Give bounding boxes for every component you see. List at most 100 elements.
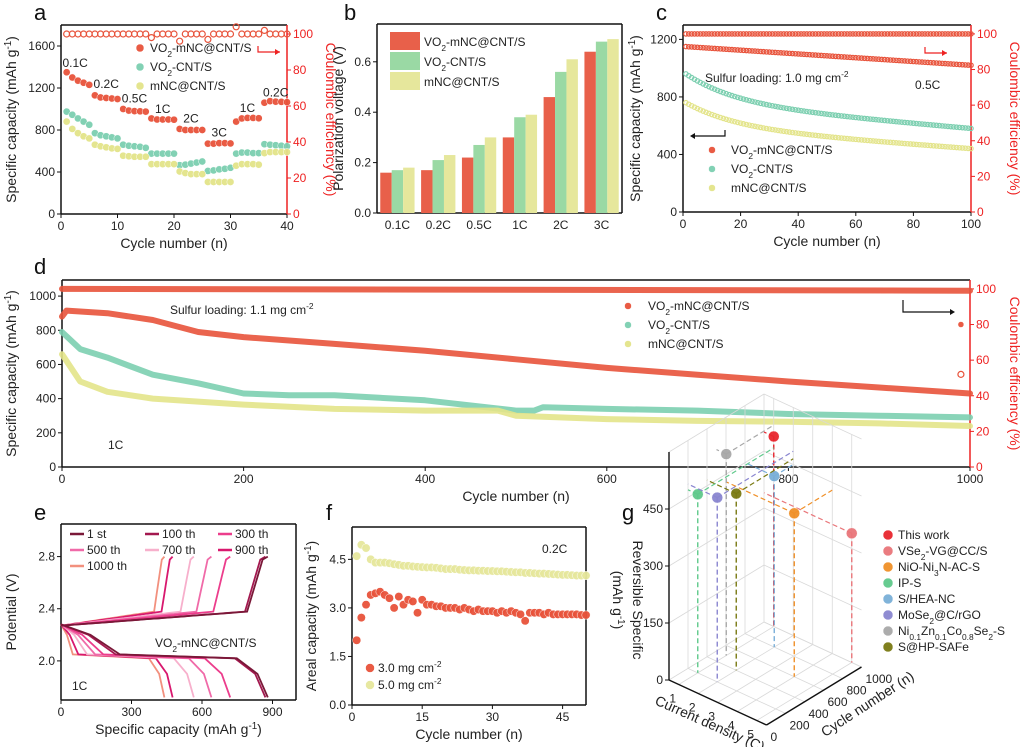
data-point <box>841 31 848 37</box>
data-point <box>204 35 212 44</box>
bar <box>391 170 404 213</box>
data-point <box>913 120 920 127</box>
data-point <box>864 115 871 122</box>
data-point <box>394 592 404 602</box>
data-point <box>384 593 394 603</box>
bar <box>502 137 515 213</box>
data-point <box>899 140 905 147</box>
data-point <box>723 90 730 97</box>
series-line <box>59 351 973 429</box>
y-tick-label: 800 <box>36 323 56 337</box>
data-point <box>890 31 897 37</box>
data-point <box>706 45 712 51</box>
data-point <box>714 45 721 52</box>
data-point <box>408 596 418 606</box>
annotation-rate: 1C <box>72 679 88 693</box>
legend-marker <box>882 641 894 653</box>
data-point <box>815 132 822 139</box>
data-point <box>706 83 712 90</box>
data-point <box>852 114 859 121</box>
data-point <box>950 124 957 130</box>
data-point <box>703 45 709 51</box>
bar <box>432 160 444 213</box>
legend-label: 500 th <box>87 543 120 557</box>
data-point <box>780 105 787 111</box>
data-point <box>927 142 934 149</box>
data-point <box>870 116 876 123</box>
data-point <box>708 85 715 91</box>
data-point <box>763 49 770 55</box>
data-point <box>688 31 695 37</box>
panel-label-e: e <box>34 500 46 525</box>
z-axis-title-unit: (mAh g-1) <box>610 571 627 630</box>
x-tick-label: 1000 <box>957 472 984 486</box>
y-tick-label: 800 <box>847 684 867 698</box>
data-point <box>815 110 822 116</box>
data-point <box>867 116 874 122</box>
data-point <box>945 144 951 150</box>
data-point <box>858 31 865 37</box>
legend-marker <box>135 43 145 53</box>
y-tick-label: 1.5 <box>329 649 346 663</box>
legend-label: VO2-mNC@CNT/S <box>150 41 252 59</box>
data-point <box>927 59 934 66</box>
data-point <box>788 507 800 520</box>
data-point <box>113 145 122 153</box>
data-point <box>757 31 764 37</box>
x-tick-label: 20 <box>167 219 181 233</box>
data-point <box>824 31 830 37</box>
y-tick-label: 400 <box>35 165 55 179</box>
data-point <box>260 26 268 34</box>
data-point <box>893 57 899 64</box>
data-point <box>936 60 943 66</box>
x-tick-label: 1C <box>512 218 528 232</box>
data-point <box>740 31 747 37</box>
y-tick-label: 0 <box>771 730 778 744</box>
data-point <box>798 31 804 37</box>
data-point <box>685 43 692 50</box>
legend-label: IP-S <box>898 576 921 590</box>
data-point <box>832 112 839 119</box>
data-point <box>858 137 865 143</box>
data-point <box>953 61 960 68</box>
annotation-material: VO2-mNC@CNT/S <box>155 636 257 654</box>
data-point <box>226 139 235 148</box>
discharge-curve <box>60 623 269 698</box>
legend-label: VO2-CNT/S <box>150 60 212 78</box>
data-point <box>812 31 819 37</box>
data-point <box>62 117 71 126</box>
data-point <box>936 143 943 150</box>
data-point <box>147 33 155 42</box>
rate-label: 0.2C <box>263 85 289 99</box>
rate-label: 0.5C <box>122 92 148 106</box>
data-point <box>930 122 937 128</box>
data-point <box>812 52 819 58</box>
y-tick-label: 3.0 <box>329 601 346 615</box>
data-point <box>847 31 853 37</box>
y-right-axis-title: Coulombic efficiency (%) <box>1007 297 1023 451</box>
data-point <box>729 92 735 99</box>
data-point <box>942 31 948 37</box>
data-point <box>778 50 784 56</box>
data-point <box>198 157 207 166</box>
x-axis-title: Cycle number (n) <box>462 488 569 504</box>
bar <box>443 155 456 213</box>
arrow-right-axis <box>257 46 280 53</box>
data-point <box>876 117 882 123</box>
data-point <box>890 118 897 125</box>
data-point <box>697 79 704 86</box>
data-point <box>887 139 894 146</box>
legend-label: VO2-mNC@CNT/S <box>424 35 526 53</box>
x-tick-label: 2 <box>689 701 696 715</box>
z-tick-label: 0 <box>656 673 663 687</box>
legend-marker <box>882 577 894 589</box>
y-axis-title: Specific capacity (mAh g-1) <box>627 35 644 202</box>
data-point <box>752 31 758 37</box>
data-point <box>899 31 905 37</box>
data-point <box>795 51 802 57</box>
y-tick-label: 1600 <box>28 39 55 53</box>
grid-line <box>668 393 765 453</box>
data-point <box>755 31 761 37</box>
legend-label: VO2-CNT/S <box>648 318 710 336</box>
z-tick-label: 450 <box>643 502 663 516</box>
